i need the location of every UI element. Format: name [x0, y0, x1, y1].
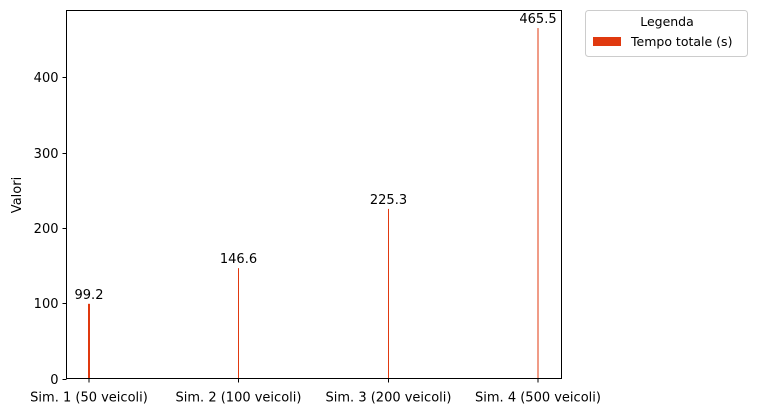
legend-swatch: [593, 37, 621, 46]
y-tick-label: 0: [50, 373, 58, 388]
y-tick-label: 100: [34, 297, 59, 312]
data-label-1: 99.2: [75, 288, 104, 303]
data-labels-layer: 99.2 146.6 225.3 465.5: [75, 12, 557, 303]
y-tick-label: 200: [34, 222, 59, 237]
data-label-2: 146.6: [220, 252, 257, 267]
legend: Legenda Tempo totale (s): [585, 10, 748, 57]
x-tick-label: Sim. 3 (200 veicoli): [326, 391, 452, 406]
x-tick-label: Sim. 2 (100 veicoli): [176, 391, 302, 406]
bars-layer: [88, 28, 539, 379]
bar-2: [238, 268, 239, 379]
x-axis: Sim. 1 (50 veicoli) Sim. 2 (100 veicoli) S…: [30, 378, 601, 406]
legend-series-label: Tempo totale (s): [630, 34, 732, 49]
y-tick-label: 300: [34, 147, 59, 162]
y-axis-label: Valori: [10, 177, 25, 213]
data-label-3: 225.3: [370, 193, 407, 208]
data-label-4: 465.5: [519, 12, 556, 27]
bar-1: [88, 303, 90, 379]
legend-frame: [585, 10, 748, 57]
legend-title: Legenda: [640, 14, 694, 29]
plot-frame: [66, 10, 562, 379]
y-axis: 0 100 200 300 400: [34, 71, 67, 388]
x-tick-label: Sim. 4 (500 veicoli): [475, 391, 601, 406]
x-tick-label: Sim. 1 (50 veicoli): [30, 391, 148, 406]
bar-3: [388, 208, 389, 379]
bar-4: [537, 28, 539, 379]
y-tick-label: 400: [34, 71, 59, 86]
